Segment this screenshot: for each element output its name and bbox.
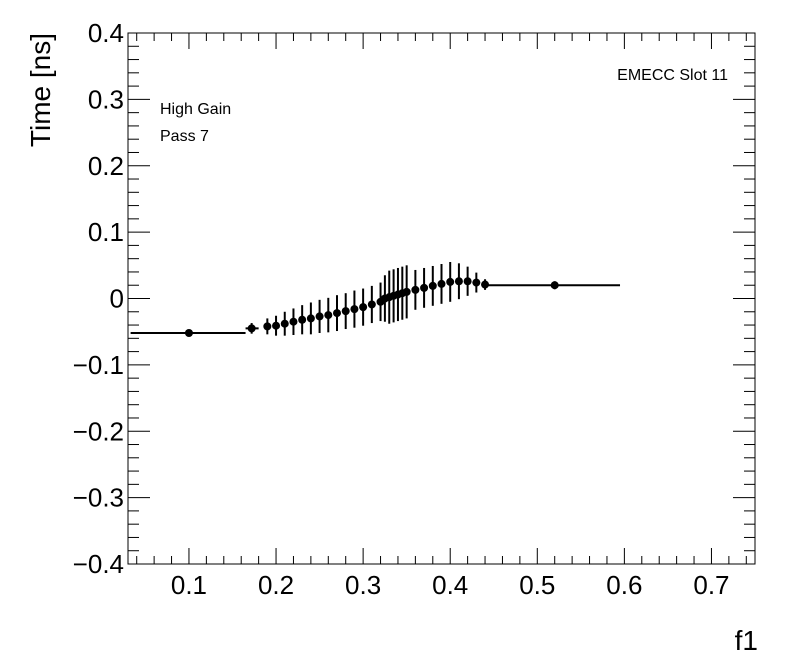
x-tick-label: 0.3 [345, 570, 381, 600]
data-point [272, 321, 281, 330]
data-point [306, 314, 315, 323]
data-point [428, 281, 437, 290]
data-point [454, 277, 463, 286]
y-tick-label: 0.2 [88, 151, 124, 181]
y-tick-label: 0.4 [88, 18, 124, 48]
data-point [333, 309, 341, 318]
data-point [402, 287, 411, 296]
x-tick-label: 0.6 [606, 570, 642, 600]
axis-ticks [128, 32, 755, 565]
y-tick-labels: −0.4 −0.3 −0.2 −0.1 0 0.1 0.2 0.3 0.4 [73, 18, 124, 579]
data-point [184, 329, 193, 338]
y-tick-label: −0.2 [73, 416, 124, 446]
data-point [263, 322, 272, 331]
x-axis-label: f1 [735, 625, 758, 656]
data-point [420, 283, 429, 292]
y-tick-label: −0.4 [73, 549, 124, 579]
x-tick-label: 0.5 [519, 570, 555, 600]
data-point [359, 303, 368, 312]
data-point [280, 319, 289, 328]
x-tick-label: 0.1 [171, 570, 207, 600]
y-tick-label: 0.1 [88, 217, 124, 247]
data-point [315, 312, 324, 321]
y-tick-label: 0.3 [88, 84, 124, 114]
x-tick-label: 0.4 [432, 570, 468, 600]
data-series [130, 261, 621, 338]
x-tick-label: 0.2 [258, 570, 294, 600]
data-point [289, 317, 298, 326]
y-tick-label: −0.3 [73, 483, 124, 513]
data-point [367, 300, 376, 309]
y-tick-label: 0 [110, 284, 124, 314]
data-point [411, 285, 420, 294]
y-tick-label: −0.1 [73, 350, 124, 380]
x-tick-labels: 0.1 0.2 0.3 0.4 0.5 0.6 0.7 [171, 570, 730, 600]
y-axis-label: Time [ns] [25, 33, 56, 147]
pass-annotation: Pass 7 [160, 128, 209, 145]
data-point [446, 277, 455, 286]
data-point [324, 311, 333, 320]
data-point [437, 279, 446, 288]
slot-annotation: EMECC Slot 11 [617, 67, 728, 84]
data-point [350, 305, 359, 314]
x-tick-label: 0.7 [693, 570, 729, 600]
gain-annotation: High Gain [160, 101, 231, 118]
data-point [472, 278, 481, 287]
data-point [298, 315, 307, 324]
data-point [463, 277, 472, 286]
data-point [247, 324, 256, 333]
data-point [341, 307, 350, 316]
data-point [550, 281, 559, 290]
